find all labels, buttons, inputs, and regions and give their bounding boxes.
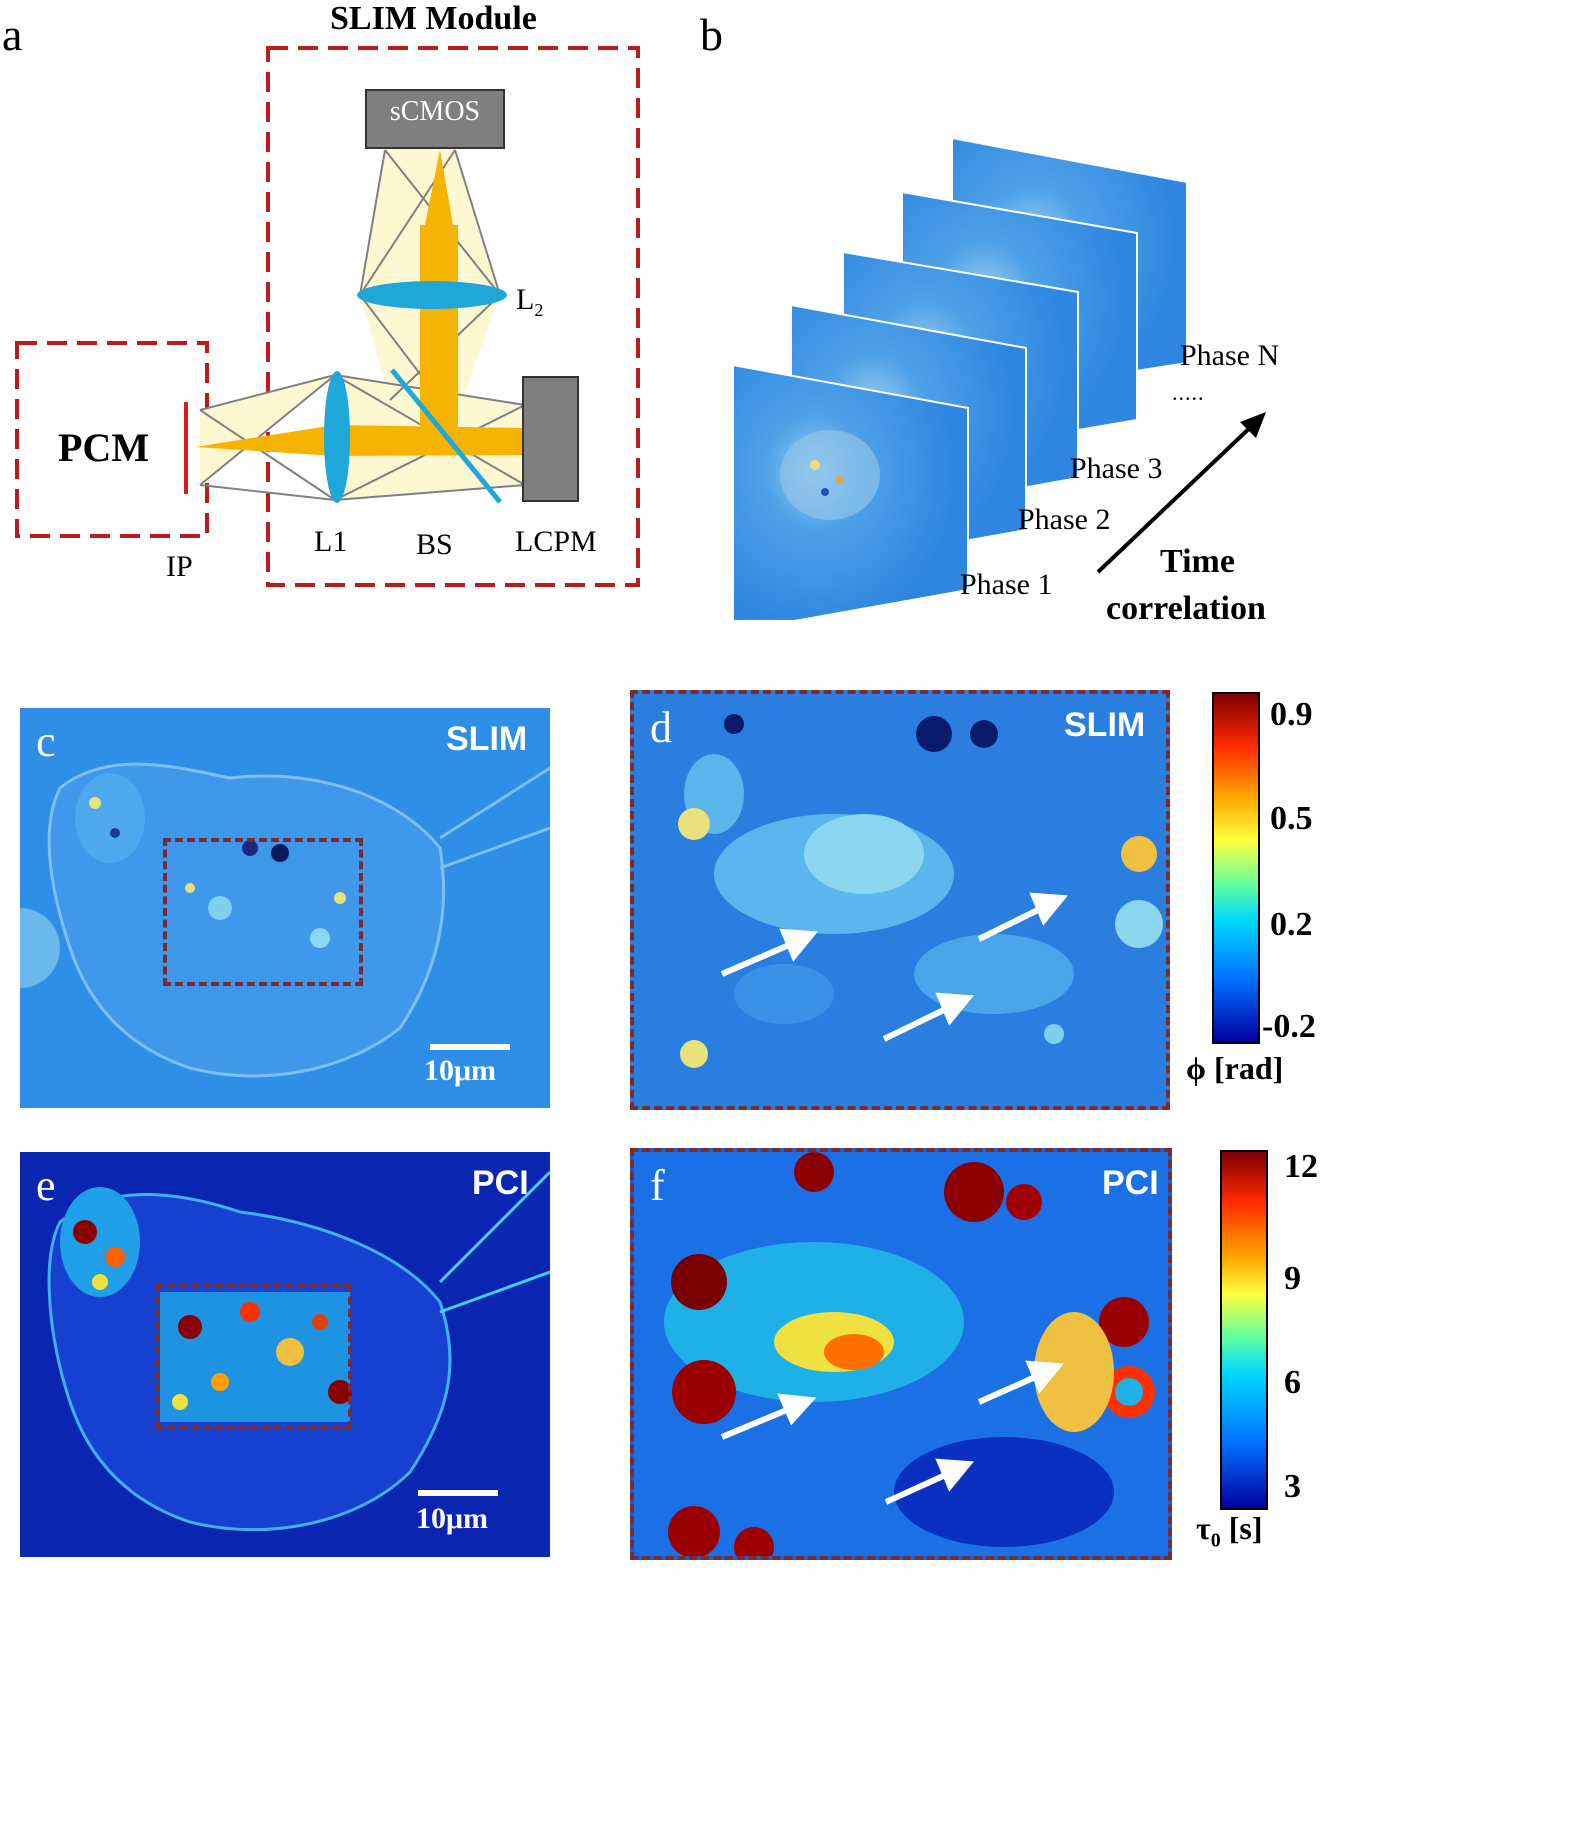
inset-region-e [156,1284,352,1429]
phase-n-label: Phase N [1180,339,1280,372]
frame-phase-1 [732,363,969,620]
panel-c-letter: c [36,717,56,766]
colorbar-tau-tick-3: 3 [1284,1468,1301,1505]
phase-3-label: Phase 3 [1070,452,1163,485]
time-arrow [1096,412,1266,574]
panel-e-letter: e [36,1161,56,1210]
beamsplitter-label: BS [416,528,453,561]
scalebar-e [418,1490,498,1496]
colorbar-tau-label: τ0 [s] [1196,1510,1263,1552]
colorbar-phase-tick-0: 0.9 [1270,696,1313,733]
scalebar-c [430,1044,510,1050]
inset-region-c [163,838,363,986]
lcpm-block [522,376,579,502]
time-label: Time [1160,543,1235,580]
lens-l1-label: L1 [314,525,348,558]
image-plane-label: IP [166,550,193,583]
slim-module-title: SLIM Module [330,0,537,37]
beam-vertical [420,225,458,455]
correlation-label: correlation [1106,590,1266,627]
colorbar-phase-tick-3: -0.2 [1262,1008,1316,1045]
lens-l1 [324,371,350,503]
ellipsis-dots: ..... [1172,380,1205,405]
beam-tip [425,150,453,225]
beam-splitter [390,368,502,504]
slim-tag-d: SLIM [1064,706,1146,744]
pci-image-full: e PCI 10μm [20,1152,550,1557]
lcpm-label: LCPM [515,525,597,558]
colorbar-tau-tick-1: 9 [1284,1260,1301,1297]
arrows-f [720,1360,1064,1505]
slim-tag-c: SLIM [446,720,528,758]
pci-image-zoom: f PCI [630,1148,1172,1560]
colorbar-phase-tick-1: 0.5 [1270,800,1313,837]
panel-f-letter: f [650,1161,665,1210]
phase-2-label: Phase 2 [1018,503,1111,536]
slim-image-zoom: d SLIM [630,690,1170,1110]
colorbar-phase-tick-2: 0.2 [1270,906,1313,943]
lens-l2 [357,281,507,309]
arrows-d [720,892,1068,1042]
colorbar-phase-label: ϕ [rad] [1186,1050,1284,1086]
scmos-label: sCMOS [389,96,481,127]
colorbar-phase [1212,692,1260,1044]
slim-image-full: c SLIM 10μm [20,708,550,1108]
panel-b-letter: b [700,9,723,60]
colorbar-tau-tick-0: 12 [1284,1148,1318,1185]
phase-frame-stack [732,136,1188,620]
panel-a-letter: a [2,9,23,60]
slim-module-box [266,46,640,587]
pci-tag-e: PCI [472,1164,529,1202]
lens-l2-label: L2 [516,283,544,320]
pci-tag-f: PCI [1102,1164,1159,1202]
scalebar-c-label: 10μm [424,1054,496,1087]
scmos-camera [365,89,505,149]
colorbar-tau [1220,1150,1268,1510]
scalebar-e-label: 10μm [416,1502,488,1535]
phase-1-label: Phase 1 [960,568,1053,601]
colorbar-tau-tick-2: 6 [1284,1364,1301,1401]
pcm-label: PCM [58,425,150,470]
optical-setup-diagram [15,46,640,587]
panel-d-letter: d [650,703,672,752]
